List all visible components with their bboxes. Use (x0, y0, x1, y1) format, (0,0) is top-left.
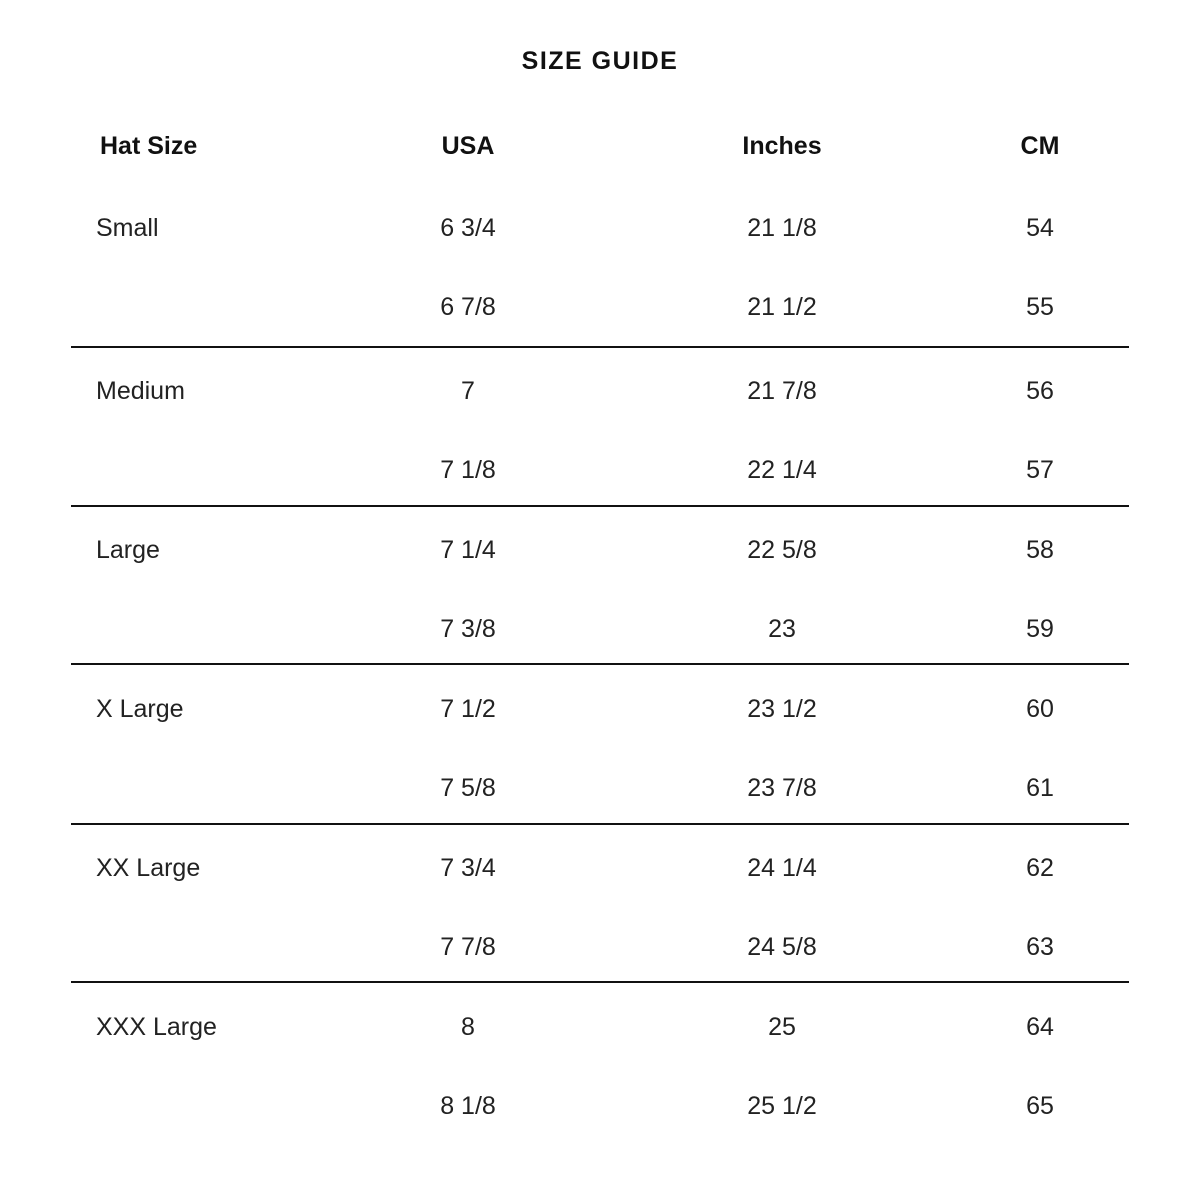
hat-size-label: XXX Large (96, 1013, 217, 1041)
group-divider (71, 663, 1129, 665)
inches-value: 25 1/2 (747, 1092, 817, 1120)
group-divider (71, 346, 1129, 348)
cm-value: 63 (1026, 933, 1054, 961)
cm-value: 57 (1026, 456, 1054, 484)
cm-value: 65 (1026, 1092, 1054, 1120)
hat-size-label: Medium (96, 377, 185, 405)
cm-value: 58 (1026, 536, 1054, 564)
usa-value: 7 3/4 (440, 854, 496, 882)
inches-value: 22 5/8 (747, 536, 817, 564)
inches-value: 23 7/8 (747, 774, 817, 802)
header-usa: USA (441, 132, 495, 160)
inches-value: 22 1/4 (747, 456, 817, 484)
usa-value: 7 1/4 (440, 536, 496, 564)
page-title: SIZE GUIDE (521, 47, 679, 75)
usa-value: 7 1/2 (440, 695, 496, 723)
cm-value: 59 (1026, 615, 1054, 643)
cm-value: 54 (1026, 214, 1054, 242)
usa-value: 7 3/8 (440, 615, 496, 643)
inches-value: 24 1/4 (747, 854, 817, 882)
usa-value: 6 7/8 (440, 293, 496, 321)
usa-value: 7 5/8 (440, 774, 496, 802)
hat-size-label: XX Large (96, 854, 201, 882)
hat-size-label: X Large (96, 695, 184, 723)
group-divider (71, 981, 1129, 983)
hat-size-label: Large (96, 536, 160, 564)
inches-value: 21 7/8 (747, 377, 817, 405)
inches-value: 23 (768, 615, 796, 643)
cm-value: 60 (1026, 695, 1054, 723)
cm-value: 56 (1026, 377, 1054, 405)
usa-value: 6 3/4 (440, 214, 496, 242)
inches-value: 21 1/2 (747, 293, 817, 321)
header-hat-size: Hat Size (100, 132, 198, 160)
group-divider (71, 505, 1129, 507)
inches-value: 23 1/2 (747, 695, 817, 723)
cm-value: 62 (1026, 854, 1054, 882)
inches-value: 25 (768, 1013, 796, 1041)
cm-value: 64 (1026, 1013, 1054, 1041)
inches-value: 24 5/8 (747, 933, 817, 961)
cm-value: 55 (1026, 293, 1054, 321)
usa-value: 7 1/8 (440, 456, 496, 484)
header-inches: Inches (742, 132, 822, 160)
usa-value: 7 7/8 (440, 933, 496, 961)
usa-value: 8 1/8 (440, 1092, 496, 1120)
usa-value: 7 (461, 377, 475, 405)
cm-value: 61 (1026, 774, 1054, 802)
header-cm: CM (1020, 132, 1060, 160)
usa-value: 8 (461, 1013, 475, 1041)
group-divider (71, 823, 1129, 825)
hat-size-label: Small (96, 214, 159, 242)
inches-value: 21 1/8 (747, 214, 817, 242)
